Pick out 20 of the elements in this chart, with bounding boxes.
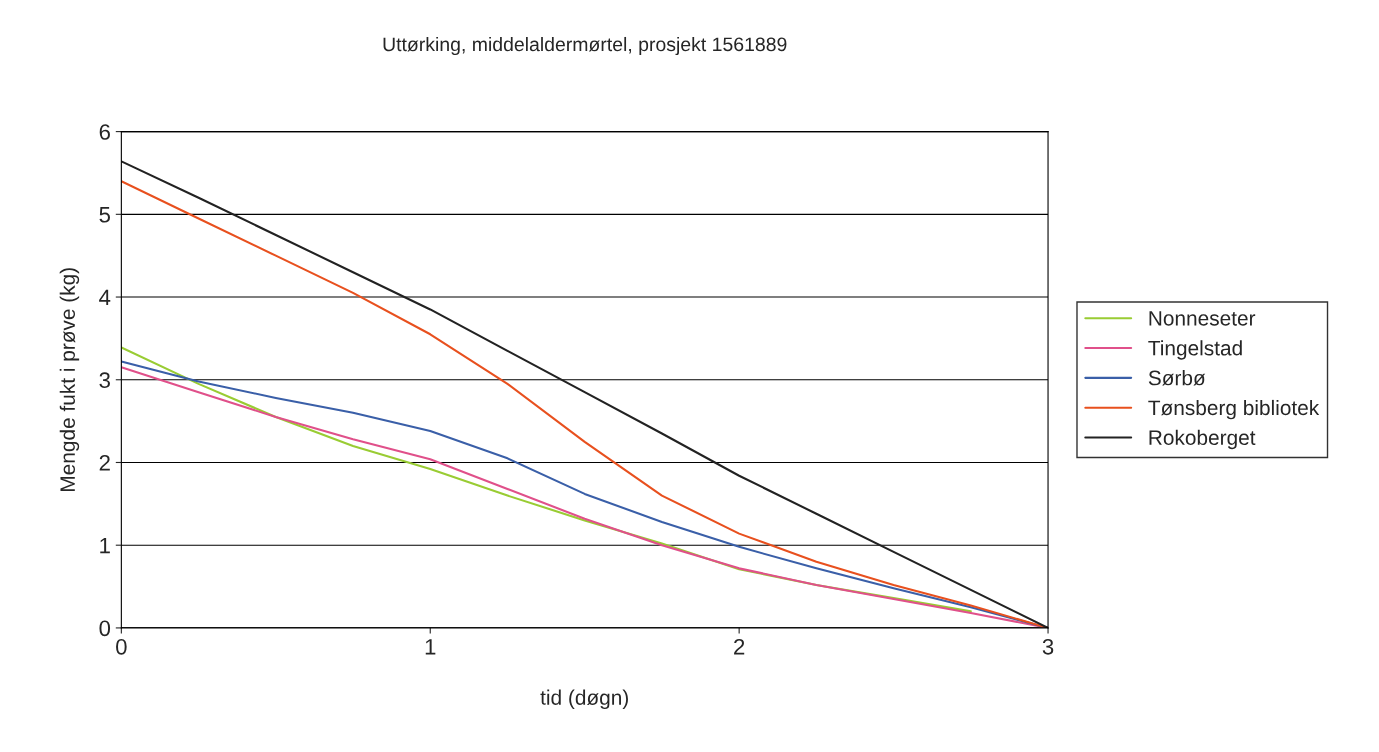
y-tick-label: 0 [99,620,111,637]
y-tick-label: 5 [99,207,110,223]
x-tick-label: 3 [1042,638,1054,655]
y-tick-label: 1 [100,537,110,554]
x-tick-label: 1 [425,639,436,655]
y-tick-label: 4 [99,289,111,306]
x-tick-label: 2 [734,638,745,655]
legend-label: Tønsberg bibliotek [1148,399,1320,420]
legend-label: Tingelstad [1148,340,1242,360]
legend-label: Rokoberget [1149,429,1256,450]
legend-label: Nonneseter [1149,311,1256,326]
chart-title: Uttørking, middelaldermørtel, prosjekt 1561889 [383,36,787,56]
y-tick-label: 6 [99,124,110,140]
y-axis-title: Mengde fukt i prøve (kg) [59,268,80,491]
x-tick-label: 0 [116,638,127,655]
x-axis-title: tid (døgn) [540,689,628,710]
y-tick-label: 3 [99,372,110,389]
legend-label: Sørbø [1148,370,1206,386]
line-series [121,346,972,613]
y-tick-label: 2 [99,455,110,471]
